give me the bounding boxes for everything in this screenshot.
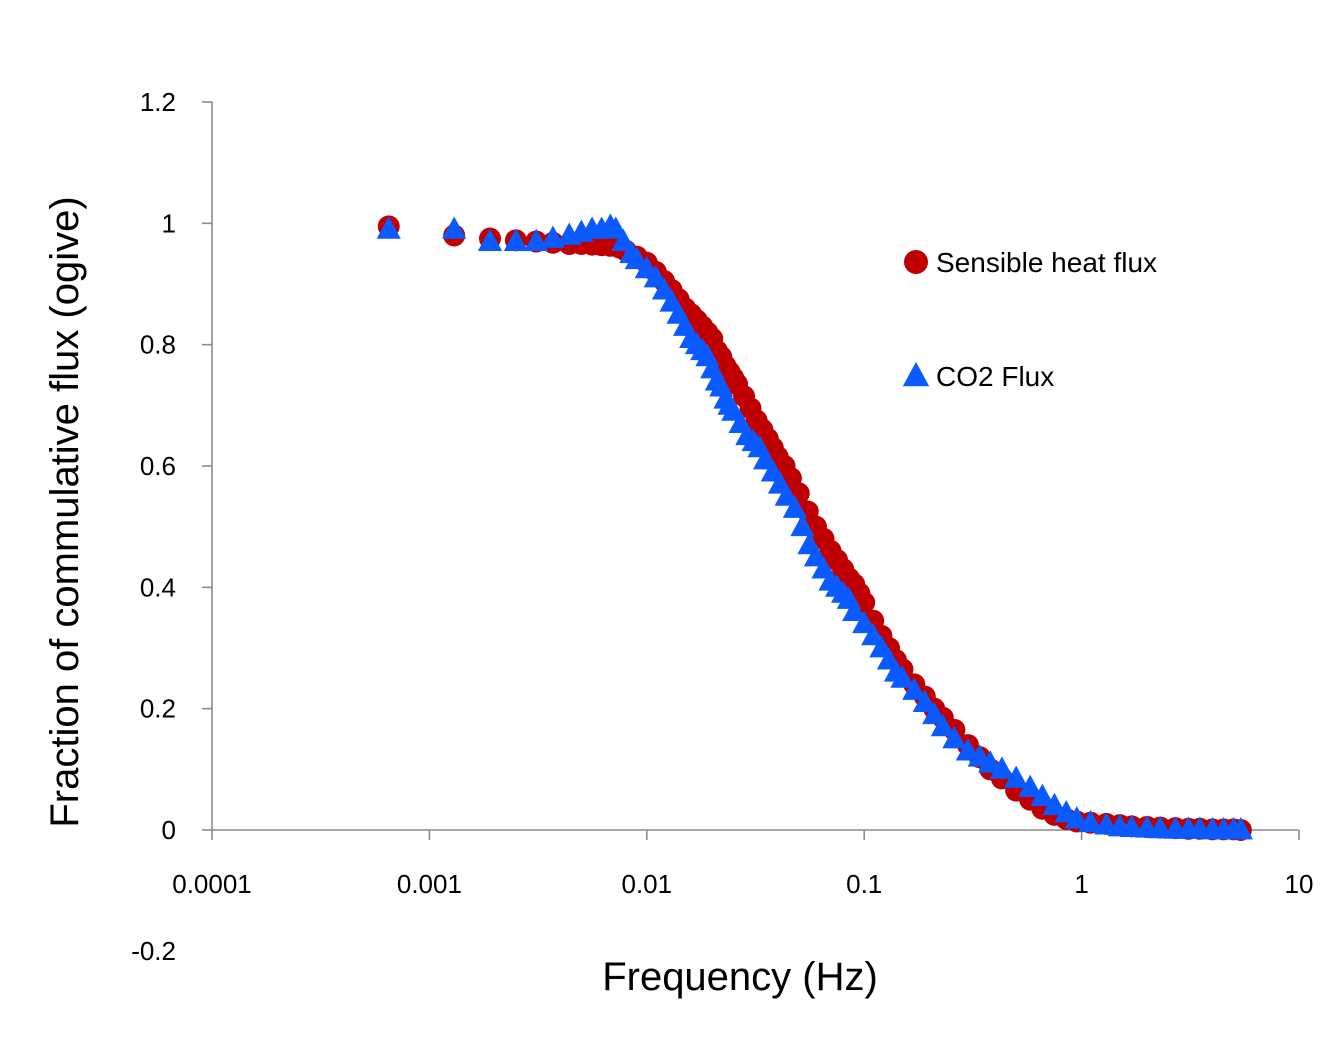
series-sensible-heat-flux (377, 215, 1252, 841)
data-point-triangle (477, 228, 503, 251)
legend-label: CO2 Flux (936, 361, 1054, 392)
data-point-triangle (782, 495, 808, 518)
data-point-triangle (1018, 774, 1043, 797)
series-layer (376, 213, 1253, 841)
data-point-triangle (1119, 814, 1144, 837)
x-tick-label: 1 (1074, 869, 1088, 899)
legend-label: Sensible heat flux (936, 247, 1157, 278)
legend-triangle-marker (902, 361, 930, 387)
data-point-triangle (442, 216, 467, 239)
data-point-triangle (1064, 806, 1089, 829)
data-point-triangle (1042, 792, 1067, 816)
y-ticks: 1.2 1 0.8 0.6 0.4 0.2 0 -0.2 (131, 87, 212, 966)
x-tick-label: 0.1 (846, 869, 882, 899)
y-tick-label: -0.2 (131, 936, 176, 966)
data-point-triangle (376, 216, 401, 239)
x-axis-title: Frequency (Hz) (602, 955, 878, 999)
y-tick-label: 1 (162, 208, 176, 238)
x-tick-label: 10 (1285, 869, 1314, 899)
data-point-triangle (922, 701, 947, 725)
data-point-triangle (902, 677, 927, 700)
data-point-triangle (1004, 765, 1029, 788)
y-tick-label: 0.2 (140, 694, 176, 724)
data-point-triangle (790, 513, 815, 537)
x-ticks: 0.0001 0.001 0.01 0.1 1 10 (172, 830, 1313, 899)
data-point-triangle (912, 689, 937, 713)
data-point-triangle (942, 726, 967, 749)
series-co2-flux (376, 213, 1253, 840)
data-point-triangle (1228, 817, 1253, 840)
y-axis-title: Fraction of commulative flux (ogive) (43, 196, 87, 827)
y-tick-label: 0.8 (140, 330, 176, 360)
data-point-triangle (989, 756, 1015, 779)
data-point-triangle (890, 665, 915, 688)
y-tick-label: 1.2 (140, 87, 176, 117)
legend-item: CO2 Flux (902, 361, 1054, 392)
y-tick-label: 0.4 (140, 572, 176, 602)
data-point-triangle (1030, 783, 1055, 807)
x-tick-label: 0.001 (397, 869, 462, 899)
legend-circle-marker (904, 250, 928, 274)
x-tick-label: 0.0001 (172, 869, 252, 899)
data-point-triangle (930, 713, 955, 737)
data-point-triangle (503, 228, 529, 251)
y-tick-label: 0 (162, 815, 176, 845)
data-point-triangle (852, 610, 877, 634)
data-point-triangle (842, 598, 867, 622)
legend-item: Sensible heat flux (904, 247, 1157, 278)
data-point-triangle (1078, 809, 1103, 833)
x-tick-label: 0.01 (621, 869, 672, 899)
axes: 0.0001 0.001 0.01 0.1 1 10 1.2 1 0.8 0.6 0.4 0.2 0 -… (131, 87, 1313, 966)
legend: Sensible heat flux CO2 Flux (902, 247, 1157, 392)
data-point-triangle (1148, 815, 1173, 839)
y-tick-label: 0.6 (140, 451, 176, 481)
